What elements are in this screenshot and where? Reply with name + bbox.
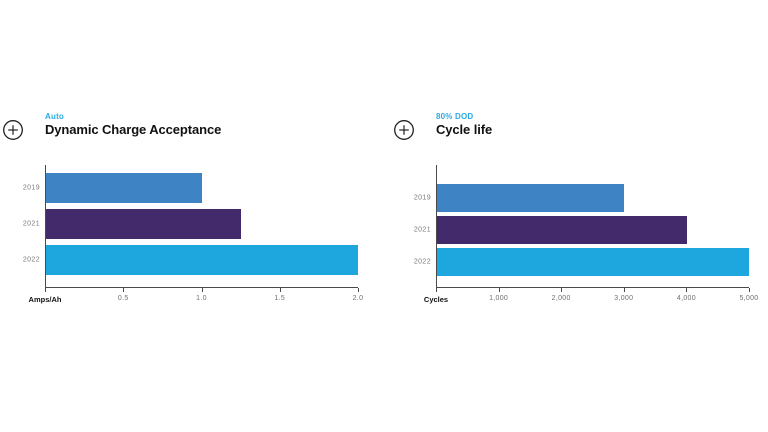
expand-button[interactable] [2,119,24,141]
bar-2021[interactable] [46,209,241,239]
bar-row: 2021 [23,209,358,239]
category-label: 2021 [413,226,431,234]
x-axis-unit-label: Cycles [423,295,449,304]
x-tick-mark [749,288,750,292]
chart-title: Cycle life [436,122,493,137]
x-tick-label: 1.5 [274,295,286,302]
bar-2022[interactable] [46,245,358,275]
bar-2019[interactable] [46,173,202,203]
bar-2021[interactable] [437,216,687,244]
bar-2022[interactable] [437,248,749,276]
x-tick-mark [279,288,281,292]
x-tick-label: 1,000 [489,295,509,302]
x-tick-mark [201,288,203,292]
bar-row: 2019 [414,184,749,212]
x-tick-mark [498,288,500,292]
x-tick-mark [561,288,563,292]
x-axis-unit-label: Amps/Ah [28,295,62,304]
x-tick-label: 3,000 [614,295,634,302]
chart-panel-dynamic-charge-acceptance: Auto Dynamic Charge Acceptance 2019 2021 2… [3,112,363,342]
category-label: 2022 [22,256,40,264]
x-tick-label: 4,000 [676,295,696,302]
x-tick-mark [358,288,359,292]
x-tick-mark [123,288,125,292]
bar-rows: 2019 2021 2022 [414,184,749,280]
bar-plot-cycle-life: 2019 2021 2022 1,000 2,000 3,000 4,000 5,000 C… [414,165,758,304]
x-tick-label: 5,000 [739,295,759,302]
plus-circle-icon [394,120,414,140]
chart-title: Dynamic Charge Acceptance [45,122,222,137]
category-label: 2022 [413,258,431,266]
x-tick-label: 0.5 [117,295,129,302]
bar-row: 2022 [23,245,358,275]
bar-2019[interactable] [437,184,625,212]
x-axis: 1,000 2,000 3,000 4,000 5,000 [436,288,758,308]
x-tick-label: 2,000 [551,295,571,302]
bar-row: 2019 [23,173,358,203]
bar-row: 2021 [414,216,749,244]
category-label: 2021 [22,220,40,228]
category-label: 2019 [413,194,431,202]
bar-rows: 2019 2021 2022 [23,173,358,281]
chart-eyebrow: 80% DOD [436,112,474,121]
x-tick-mark [686,288,688,292]
bar-plot-dynamic-charge-acceptance: 2019 2021 2022 0.5 1.0 1.5 2.0 Amps/Ah [23,165,363,304]
plus-circle-icon [3,120,23,140]
x-tick-label: 2.0 [352,295,364,302]
bar-row: 2022 [414,248,749,276]
chart-eyebrow: Auto [45,112,65,121]
x-tick-mark [623,288,625,292]
x-axis: 0.5 1.0 1.5 2.0 [45,288,363,308]
expand-button[interactable] [393,119,415,141]
chart-panel-cycle-life: 80% DOD Cycle life 2019 2021 2022 1,000 2,0… [394,112,758,342]
x-tick-label: 1.0 [196,295,207,302]
category-label: 2019 [22,184,40,192]
